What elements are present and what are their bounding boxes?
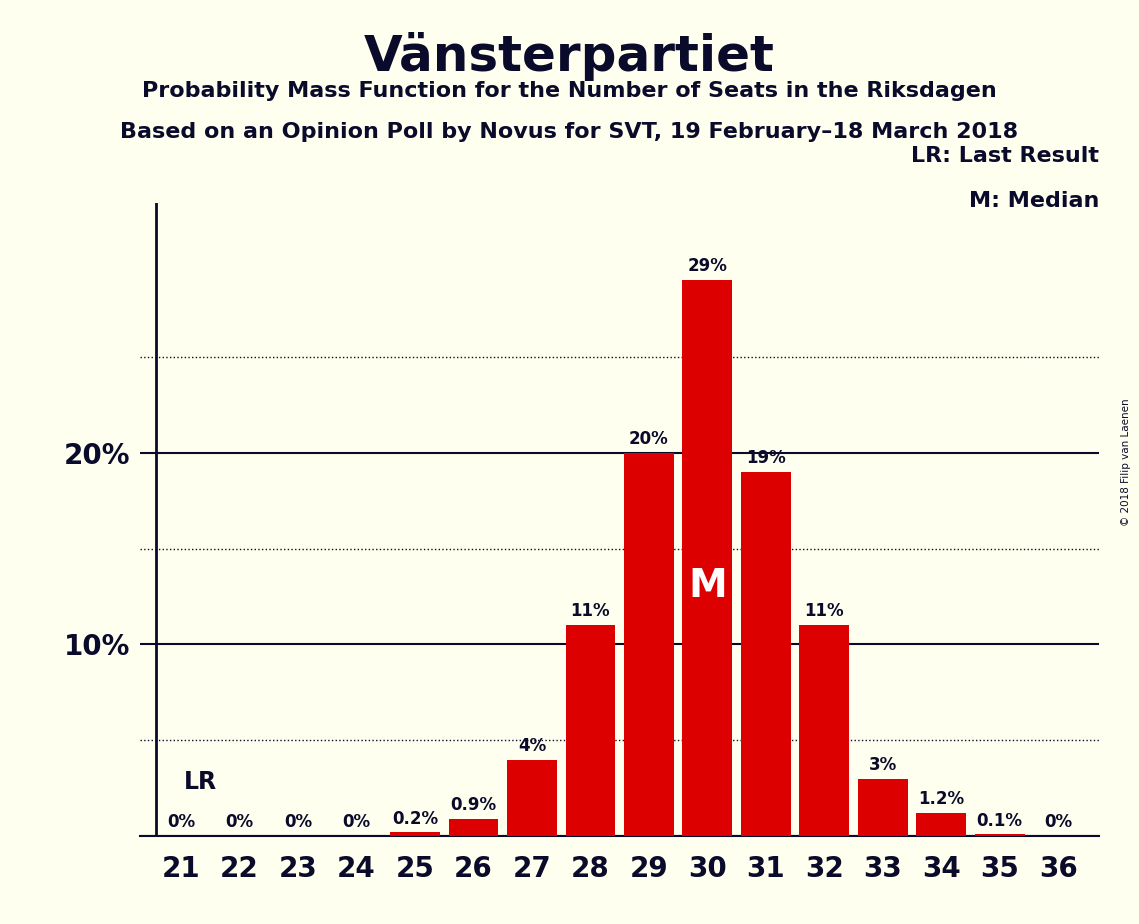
Text: 20%: 20% [629, 430, 669, 448]
Bar [682, 280, 732, 836]
Text: 11%: 11% [571, 602, 611, 620]
Text: 0%: 0% [167, 813, 195, 832]
Text: LR: Last Result: LR: Last Result [911, 146, 1099, 166]
Text: 0.2%: 0.2% [392, 809, 439, 828]
Text: 19%: 19% [746, 449, 786, 467]
Bar [624, 453, 673, 836]
Text: 0%: 0% [284, 813, 312, 832]
Bar [507, 760, 557, 836]
Text: 0.9%: 0.9% [450, 796, 497, 814]
Text: © 2018 Filip van Laenen: © 2018 Filip van Laenen [1121, 398, 1131, 526]
Text: Vänsterpartiet: Vänsterpartiet [364, 32, 775, 81]
Bar [800, 626, 850, 836]
Bar [858, 779, 908, 836]
Text: 0%: 0% [1044, 813, 1072, 832]
Text: 3%: 3% [869, 756, 896, 774]
Bar [917, 813, 966, 836]
Text: M: M [688, 567, 727, 605]
Bar [390, 833, 440, 836]
Text: Based on an Opinion Poll by Novus for SVT, 19 February–18 March 2018: Based on an Opinion Poll by Novus for SV… [121, 122, 1018, 142]
Text: Probability Mass Function for the Number of Seats in the Riksdagen: Probability Mass Function for the Number… [142, 81, 997, 102]
Bar [566, 626, 615, 836]
Text: 1.2%: 1.2% [918, 790, 965, 808]
Text: LR: LR [185, 770, 218, 794]
Text: 0%: 0% [343, 813, 370, 832]
Bar [449, 819, 498, 836]
Text: 4%: 4% [518, 736, 546, 755]
Text: 29%: 29% [688, 257, 728, 275]
Text: 11%: 11% [804, 602, 844, 620]
Text: 0%: 0% [226, 813, 254, 832]
Text: M: Median: M: Median [969, 190, 1099, 211]
Bar [975, 834, 1025, 836]
Text: 0.1%: 0.1% [977, 811, 1023, 830]
Bar [741, 472, 790, 836]
